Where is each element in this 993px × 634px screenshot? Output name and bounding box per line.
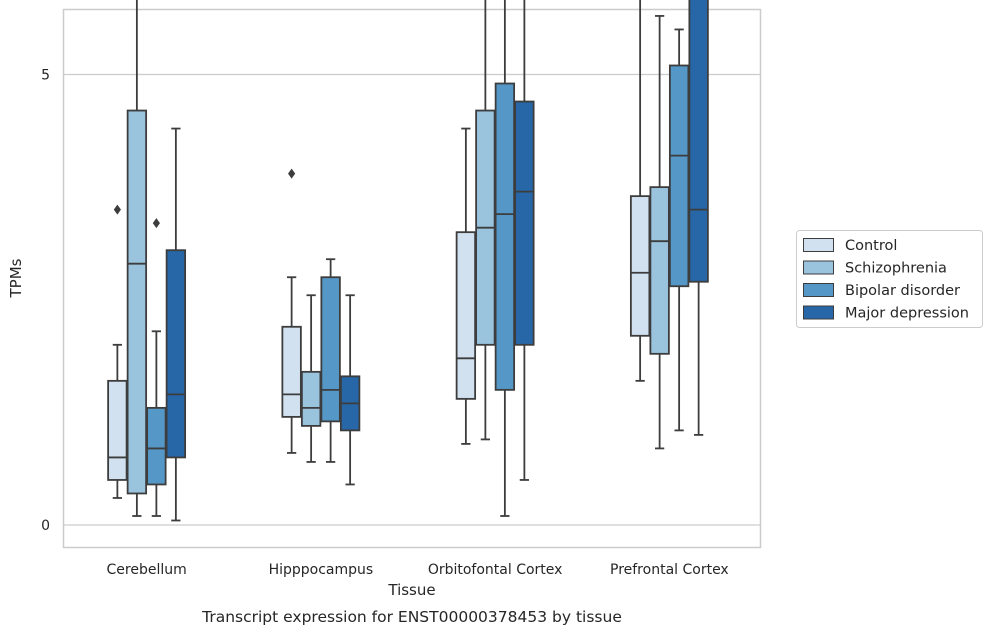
- box: [688, 0, 709, 283]
- box: [300, 370, 322, 427]
- legend-label: Control: [845, 238, 897, 254]
- box: [107, 379, 128, 481]
- x-tick-label: Prefrontal Cortex: [610, 562, 729, 578]
- legend-swatch: [803, 283, 834, 297]
- box: [165, 249, 187, 459]
- chart-caption: Transcript expression for ENST0000037845…: [201, 608, 622, 626]
- box: [629, 195, 651, 337]
- x-axis-ticks: Cerebellum Hipppocampus Orbitofontal Corte…: [107, 562, 729, 578]
- box: [320, 276, 341, 423]
- box: [668, 64, 690, 288]
- boxes-layer: [107, 0, 709, 522]
- legend-swatch: [803, 260, 834, 275]
- x-tick-label: Cerebellum: [107, 562, 187, 578]
- legend-swatch: [803, 238, 834, 252]
- legend-label: Schizophrenia: [845, 261, 947, 277]
- outlier-point: [113, 204, 121, 215]
- legend-swatch: [803, 305, 834, 320]
- y-tick-label: 5: [41, 68, 50, 84]
- box: [455, 231, 477, 400]
- x-tick-label: Hipppocampus: [269, 562, 374, 578]
- outlier-point: [152, 218, 160, 229]
- box: [494, 82, 516, 391]
- legend: Control Schizophrenia Bipolar disorder Majo…: [796, 230, 983, 328]
- x-tick-label: Orbitofontal Cortex: [428, 562, 563, 578]
- box: [126, 109, 148, 495]
- grid-lines: [63, 73, 761, 526]
- box: [146, 406, 167, 486]
- box: [649, 186, 670, 355]
- box: [514, 100, 535, 346]
- x-axis-title: Tissue: [387, 581, 435, 599]
- box: [281, 325, 302, 418]
- y-axis-title: TPMs: [7, 258, 25, 298]
- y-axis-ticks: 05101520: [41, 68, 50, 535]
- outlier-point: [288, 168, 296, 179]
- legend-frame: [796, 230, 983, 328]
- legend-label: Bipolar disorder: [845, 283, 960, 299]
- legend-label: Major depression: [845, 306, 969, 322]
- y-tick-label: 0: [41, 518, 50, 534]
